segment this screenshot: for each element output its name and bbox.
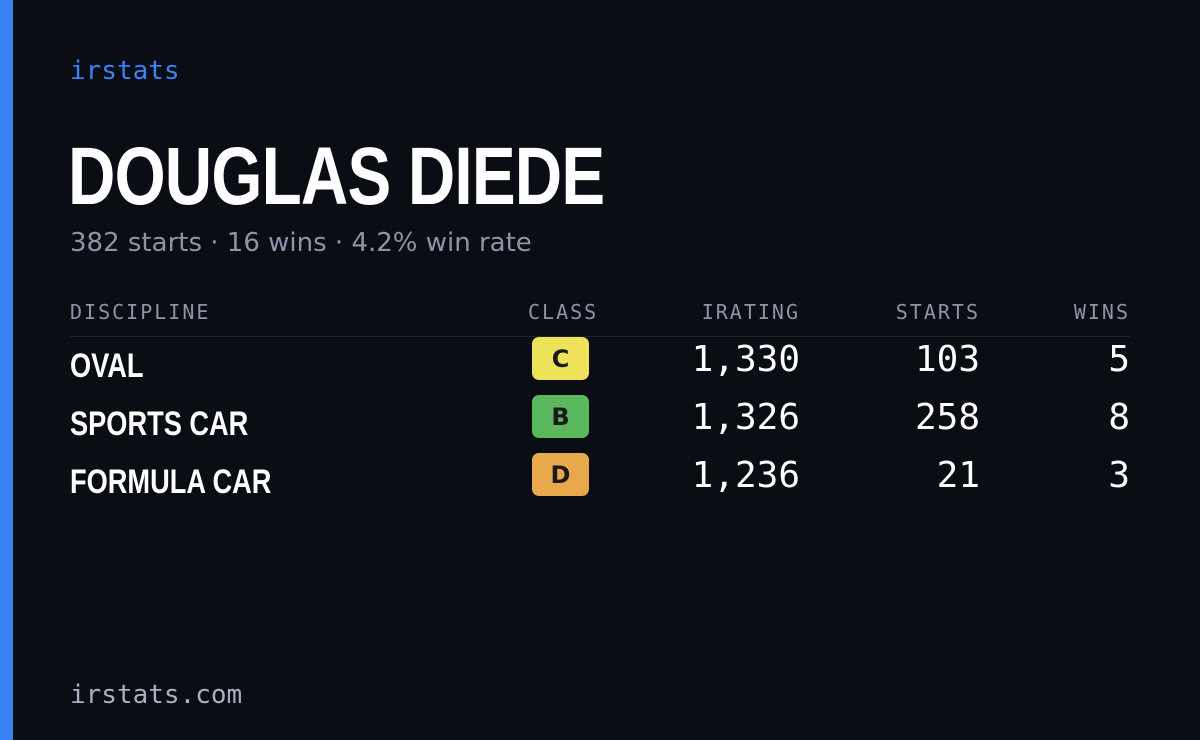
discipline-label: FORMULA CAR bbox=[70, 463, 272, 501]
wins-value: 3 bbox=[1108, 455, 1130, 496]
brand-logo-text: irstats bbox=[70, 56, 180, 86]
footer-url: irstats.com bbox=[70, 680, 243, 710]
driver-summary: 382 starts · 16 wins · 4.2% win rate bbox=[70, 228, 532, 258]
class-badge: B bbox=[532, 395, 589, 438]
stats-table: DISCIPLINE CLASS IRATING STARTS WINS OVA… bbox=[70, 300, 1130, 511]
irating-value: 1,326 bbox=[691, 397, 800, 438]
driver-name: DOUGLAS DIEDE bbox=[68, 131, 605, 222]
header-wins: WINS bbox=[1073, 300, 1130, 324]
irating-value: 1,330 bbox=[691, 339, 800, 380]
accent-bar bbox=[0, 0, 13, 740]
table-row: OVAL C 1,330 103 5 bbox=[70, 337, 1130, 395]
irating-value: 1,236 bbox=[691, 455, 800, 496]
starts-value: 258 bbox=[914, 397, 980, 438]
discipline-label: OVAL bbox=[70, 347, 144, 385]
header-starts: STARTS bbox=[895, 300, 980, 324]
table-row: FORMULA CAR D 1,236 21 3 bbox=[70, 453, 1130, 511]
wins-value: 8 bbox=[1108, 397, 1130, 438]
header-irating: IRATING bbox=[701, 300, 800, 324]
header-discipline: DISCIPLINE bbox=[70, 300, 211, 324]
class-badge: D bbox=[532, 453, 589, 496]
starts-value: 21 bbox=[936, 455, 980, 496]
header-class: CLASS bbox=[528, 300, 599, 324]
table-row: SPORTS CAR B 1,326 258 8 bbox=[70, 395, 1130, 453]
starts-value: 103 bbox=[914, 339, 980, 380]
wins-value: 5 bbox=[1108, 339, 1130, 380]
discipline-label: SPORTS CAR bbox=[70, 405, 249, 443]
table-header: DISCIPLINE CLASS IRATING STARTS WINS bbox=[70, 300, 1130, 337]
class-badge: C bbox=[532, 337, 589, 380]
